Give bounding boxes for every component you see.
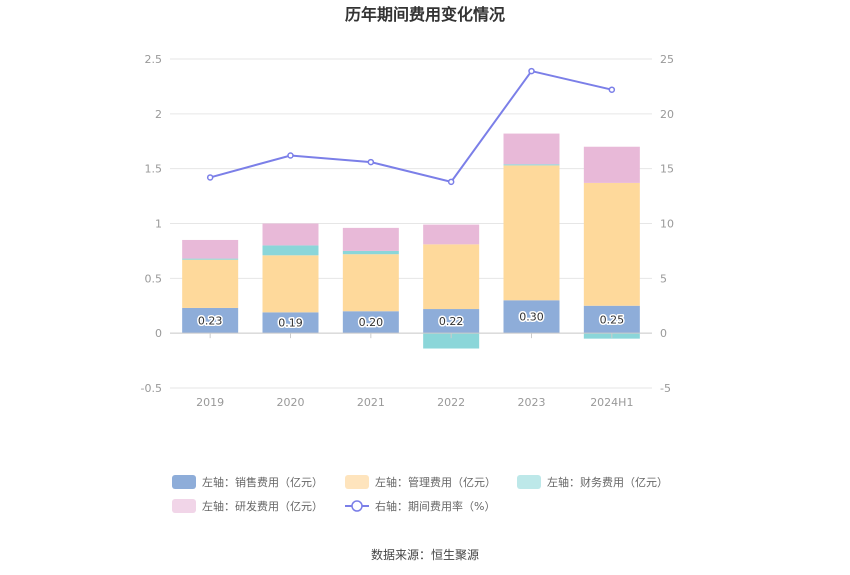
legend-swatch-2 (517, 475, 541, 489)
bar-segment-s2-1 (262, 245, 319, 256)
x-tick-label: 2019 (196, 396, 224, 409)
left-tick-label: -0.5 (141, 382, 162, 395)
right-tick-label: 15 (660, 163, 674, 176)
bars (182, 133, 640, 349)
right-tick-label: -5 (660, 382, 671, 395)
left-axis: 2.5 2 1.5 1 0.5 0 -0.5 (141, 53, 162, 395)
right-axis: 25 20 15 10 5 0 -5 (660, 53, 674, 395)
rate-point-4 (528, 67, 535, 75)
bar-segment-s3-3 (423, 224, 480, 245)
bar-segment-s3-5 (583, 146, 640, 183)
bar-segment-s2-2 (342, 250, 399, 255)
x-axis: 2019 2020 2021 2022 2023 2024H1 (170, 332, 652, 409)
data-label: 0.30 (519, 311, 544, 324)
bar-segment-s1-2 (342, 254, 399, 312)
right-tick-label: 0 (660, 327, 667, 340)
bar-segment-s3-2 (342, 227, 399, 251)
bar-segment-s2-4 (503, 164, 560, 166)
x-tick-label: 2021 (357, 396, 385, 409)
rate-line (209, 69, 613, 183)
data-label-halo: 0.23 (198, 315, 223, 328)
bar-segment-s0-4 (503, 300, 560, 334)
data-label-halo: 0.22 (439, 315, 464, 328)
rate-point-0 (206, 174, 214, 181)
bar-segment-s1-3 (423, 244, 480, 310)
x-tick-label: 2020 (277, 396, 305, 409)
bar-segment-s1-4 (503, 165, 560, 301)
rate-point-5 (608, 86, 616, 93)
legend-label-4: 右轴：期间费用率（%） (375, 499, 495, 513)
data-label-halo: 0.19 (278, 317, 303, 330)
right-tick-label: 10 (660, 218, 674, 231)
rate-point-2 (367, 158, 375, 166)
data-label-halo: 0.25 (600, 313, 625, 326)
bar-segment-s0-5 (583, 305, 640, 334)
data-label: 0.22 (439, 315, 464, 328)
x-tick-label: 2023 (518, 396, 546, 409)
left-tick-label: 0.5 (145, 272, 163, 285)
left-tick-label: 1.5 (145, 163, 163, 176)
grid (170, 58, 652, 389)
bar-segment-s2-3 (423, 333, 480, 349)
data-label: 0.23 (198, 315, 223, 328)
left-tick-label: 2 (155, 108, 162, 121)
chart-title: 历年期间费用变化情况 (345, 5, 505, 24)
bar-segment-s1-1 (262, 255, 319, 313)
bar-segment-s1-5 (583, 182, 640, 306)
source-note: 数据来源：恒生聚源 (371, 547, 479, 562)
legend-label-2: 左轴：财务费用（亿元） (547, 475, 668, 489)
legend-line-marker (351, 500, 363, 512)
legend-swatch-0 (172, 475, 196, 489)
rate-point-3 (447, 178, 455, 186)
bar-segment-s3-4 (503, 133, 560, 165)
data-label: 0.25 (600, 313, 625, 326)
x-tick-label: 2022 (437, 396, 465, 409)
bar-segment-s1-0 (182, 259, 239, 308)
rate-point-1 (287, 152, 294, 159)
right-tick-label: 5 (660, 272, 667, 285)
x-tick-label: 2024H1 (590, 396, 633, 409)
left-tick-label: 0 (155, 327, 162, 340)
legend-label-1: 左轴：管理费用（亿元） (375, 475, 496, 489)
right-tick-label: 20 (660, 108, 674, 121)
bar-segment-s0-0 (182, 307, 239, 334)
data-label: 0.20 (359, 316, 384, 329)
bar-segment-s3-1 (262, 223, 319, 246)
left-tick-label: 2.5 (145, 53, 163, 66)
legend-swatch-3 (172, 499, 196, 513)
data-label-halo: 0.30 (519, 311, 544, 324)
bar-segment-s2-0 (182, 258, 239, 260)
data-label-halo: 0.20 (359, 316, 384, 329)
legend-swatch-1 (345, 475, 369, 489)
right-tick-label: 25 (660, 53, 674, 66)
bar-segment-s0-3 (423, 309, 480, 334)
legend-label-3: 左轴：研发费用（亿元） (202, 499, 323, 513)
bar-segment-s0-2 (342, 311, 399, 334)
bar-segment-s0-1 (262, 312, 319, 334)
line-series (206, 67, 616, 186)
legend-label-0: 左轴：销售费用（亿元） (202, 475, 323, 489)
bar-segment-s3-0 (182, 239, 239, 259)
data-labels: 0.230.23 0.190.19 0.200.20 0.220.22 0.300.30… (196, 309, 625, 331)
left-tick-label: 1 (155, 218, 162, 231)
data-label: 0.19 (278, 317, 303, 330)
legend: 左轴：销售费用（亿元） 左轴：管理费用（亿元） 左轴：财务费用（亿元） 左轴：研发费用… (172, 475, 668, 513)
